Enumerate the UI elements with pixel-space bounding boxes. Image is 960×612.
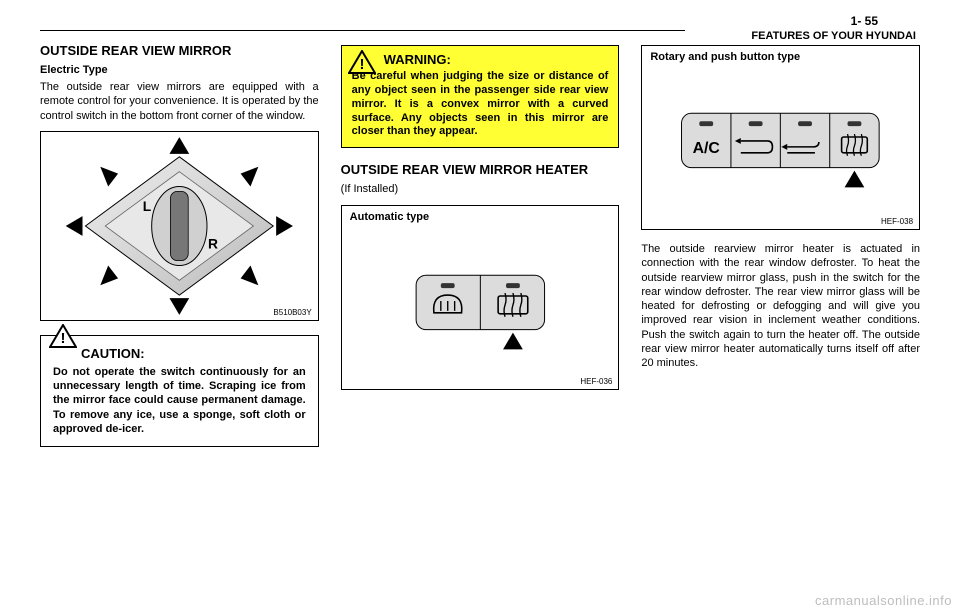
automatic-buttons-diagram: [342, 206, 619, 389]
title-heater: OUTSIDE REAR VIEW MIRROR HEATER: [341, 162, 620, 177]
figure-automatic: Automatic type: [341, 205, 620, 390]
figure-switch: L R B510B03Y: [40, 131, 319, 321]
warning-body: Be careful when judging the size or dist…: [352, 70, 609, 139]
page-number: 1- 55: [851, 14, 878, 28]
svg-text:!: !: [359, 56, 364, 73]
figure-rotary-caption: Rotary and push button type: [650, 51, 800, 63]
subtitle-heater: (If Installed): [341, 183, 620, 195]
column-3: Rotary and push button type A/C: [641, 39, 920, 447]
figure-rotary-label: HEF-038: [881, 217, 913, 226]
para-electric: The outside rear view mirrors are equipp…: [40, 80, 319, 123]
figure-rotary: Rotary and push button type A/C: [641, 45, 920, 230]
section-header: FEATURES OF YOUR HYUNDAI: [751, 30, 916, 42]
svg-text:A/C: A/C: [693, 140, 720, 157]
figure-switch-label: B510B03Y: [273, 308, 311, 317]
warning-icon: !: [49, 324, 77, 348]
caution-heading: CAUTION:: [53, 346, 306, 363]
subtitle-electric: Electric Type: [40, 64, 319, 76]
columns: OUTSIDE REAR VIEW MIRROR Electric Type T…: [40, 39, 920, 447]
svg-text:L: L: [143, 198, 152, 214]
svg-text:!: !: [61, 330, 66, 347]
figure-automatic-label: HEF-036: [580, 377, 612, 386]
watermark: carmanualsonline.info: [815, 593, 952, 608]
page-root: 1- 55 FEATURES OF YOUR HYUNDAI OUTSIDE R…: [0, 0, 960, 612]
warning-icon: !: [348, 50, 376, 74]
column-2: ! WARNING: Be careful when judging the s…: [341, 39, 620, 447]
para-heater: The outside rearview mirror heater is ac…: [641, 242, 920, 371]
svg-text:R: R: [208, 236, 218, 252]
column-1: OUTSIDE REAR VIEW MIRROR Electric Type T…: [40, 39, 319, 447]
caution-body: Do not operate the switch continuously f…: [53, 365, 306, 436]
switch-diagram: L R: [41, 132, 318, 320]
warning-heading: WARNING:: [352, 52, 609, 68]
title-mirror: OUTSIDE REAR VIEW MIRROR: [40, 43, 319, 58]
top-rule: [40, 30, 685, 31]
caution-box: ! CAUTION: Do not operate the switch con…: [40, 335, 319, 447]
warning-box: ! WARNING: Be careful when judging the s…: [341, 45, 620, 148]
figure-automatic-caption: Automatic type: [350, 211, 429, 223]
rotary-buttons-diagram: A/C: [642, 46, 919, 229]
